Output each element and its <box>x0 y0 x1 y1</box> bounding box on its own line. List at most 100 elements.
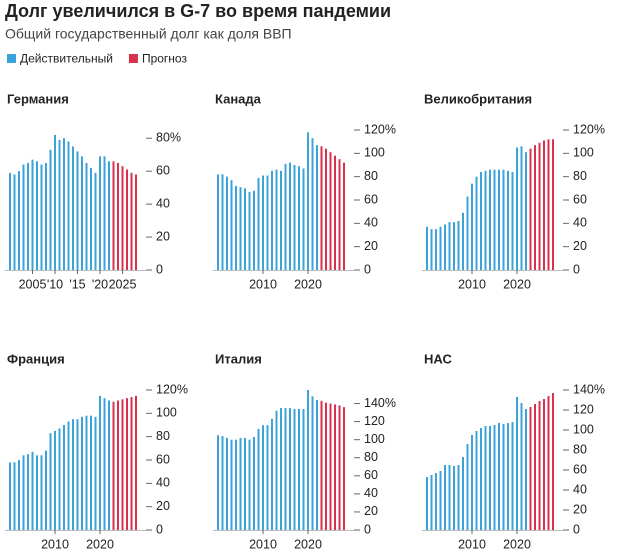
x-tick-label: 2020 <box>86 537 114 551</box>
bar <box>511 172 514 270</box>
bar <box>99 156 101 270</box>
bar <box>444 224 446 270</box>
bar <box>72 146 74 270</box>
bar <box>302 408 305 530</box>
bar <box>280 408 282 530</box>
bar <box>520 403 523 530</box>
legend-label: Действительный <box>20 52 113 66</box>
bar <box>117 162 119 270</box>
bar <box>31 451 34 530</box>
bar <box>534 145 536 270</box>
bar <box>529 148 532 270</box>
bar <box>534 404 536 530</box>
bar <box>426 226 428 270</box>
y-tick-label: 80% <box>156 131 181 145</box>
panel-title: Германия <box>7 91 69 106</box>
bar <box>40 164 43 270</box>
bar <box>244 437 246 530</box>
bar <box>108 400 110 530</box>
bar <box>99 395 101 530</box>
bar <box>543 140 545 270</box>
bar <box>538 142 541 270</box>
bar <box>94 416 97 530</box>
x-tick-label: 2020 <box>503 537 531 551</box>
bar <box>76 419 79 530</box>
bar <box>275 169 278 270</box>
bar <box>266 425 269 530</box>
bar <box>22 164 25 270</box>
bar <box>475 176 478 270</box>
bar <box>480 428 482 530</box>
legend-label: Прогноз <box>142 52 188 66</box>
bar <box>547 139 550 270</box>
bar <box>498 423 500 530</box>
bar <box>235 439 237 530</box>
bar <box>217 174 219 270</box>
bar <box>507 423 509 530</box>
y-tick-label: 0 <box>573 522 580 536</box>
bar <box>126 398 128 530</box>
bar <box>480 172 482 270</box>
bar <box>81 416 83 530</box>
y-tick-label: 100 <box>573 422 594 436</box>
legend-swatch <box>128 54 138 63</box>
bar <box>520 146 523 270</box>
bar <box>94 172 97 270</box>
bar <box>484 426 487 530</box>
bar <box>76 151 79 270</box>
bar <box>117 400 119 530</box>
y-tick-label: 120 <box>364 414 385 428</box>
bar <box>63 425 65 530</box>
x-tick-label: 2020 <box>294 537 322 551</box>
bar <box>466 444 469 530</box>
y-tick-label: 60 <box>156 452 170 466</box>
bar <box>103 398 106 530</box>
bar <box>320 400 323 530</box>
bar <box>49 149 52 270</box>
bar <box>426 477 428 530</box>
bar <box>525 409 527 530</box>
bar <box>108 161 110 270</box>
bar <box>239 187 242 270</box>
y-tick-label: 60 <box>573 462 587 476</box>
bar <box>54 134 56 270</box>
panel-title: Италия <box>215 351 262 366</box>
bar <box>271 418 273 530</box>
bar <box>547 396 550 530</box>
bar <box>27 454 29 530</box>
bar <box>538 401 541 530</box>
x-tick-label: '15 <box>69 277 85 291</box>
bar <box>453 222 455 270</box>
bar <box>262 175 264 270</box>
bar <box>40 455 43 530</box>
x-tick-label: 2025 <box>109 277 137 291</box>
bar <box>54 430 56 530</box>
bar <box>298 408 300 530</box>
bar <box>444 465 446 530</box>
bar <box>135 395 137 530</box>
bar <box>457 221 460 270</box>
bar <box>329 403 332 530</box>
panel-title: Канада <box>215 91 262 106</box>
bar <box>121 399 124 530</box>
bar <box>516 147 518 270</box>
bar <box>448 465 451 530</box>
y-tick-label: 60 <box>364 192 378 206</box>
y-tick-label: 20 <box>364 504 378 518</box>
bar <box>511 422 514 530</box>
bar <box>81 156 83 270</box>
bar <box>289 162 291 270</box>
bar <box>9 172 11 270</box>
y-tick-label: 20 <box>573 502 587 516</box>
chart-title: Долг увеличился в G-7 во время пандемии <box>5 1 391 21</box>
bar <box>63 138 65 270</box>
bar <box>22 455 25 530</box>
y-tick-label: 100 <box>364 146 385 160</box>
bar <box>248 439 251 530</box>
bar <box>284 408 287 530</box>
y-tick-label: 40 <box>364 216 378 230</box>
bar <box>284 163 287 270</box>
y-tick-label: 40 <box>156 196 170 210</box>
bar <box>36 455 38 530</box>
bar <box>552 393 554 530</box>
